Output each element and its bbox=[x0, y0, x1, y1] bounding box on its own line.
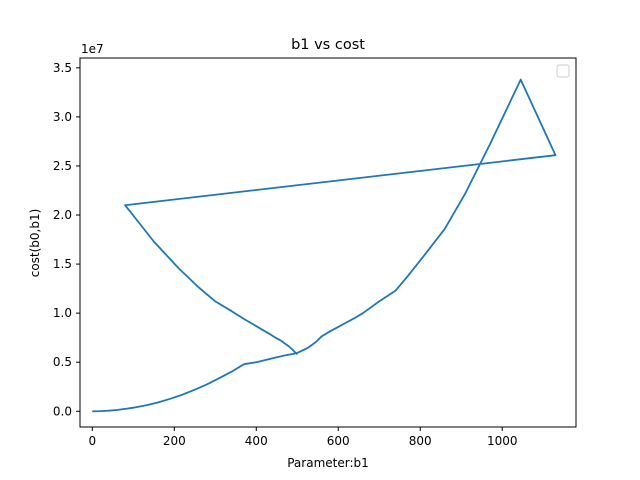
plot-area: 0 200 400 600 800 1000 0.0 0.5 1.0 1.5 2.0 2.5 3.0 3.… bbox=[53, 57, 577, 448]
y-tick-label: 2.0 bbox=[53, 208, 72, 222]
x-tick-label: 800 bbox=[409, 434, 432, 448]
legend-box bbox=[556, 64, 570, 78]
axes-frame bbox=[79, 57, 577, 428]
y-offset-label: 1e7 bbox=[81, 42, 104, 56]
y-tick-label: 3.0 bbox=[53, 110, 72, 124]
series-line bbox=[92, 78, 557, 413]
x-tick-label: 1000 bbox=[487, 434, 518, 448]
x-tick-label: 200 bbox=[163, 434, 186, 448]
y-tick-label: 2.5 bbox=[53, 159, 72, 173]
y-tick-label: 0.5 bbox=[53, 355, 72, 369]
legend bbox=[556, 64, 570, 78]
x-tick-label: 400 bbox=[245, 434, 268, 448]
y-tick-label: 0.0 bbox=[53, 404, 72, 418]
x-tick-label: 0 bbox=[88, 434, 96, 448]
y-tick-label: 3.5 bbox=[53, 61, 72, 75]
x-axis-label: Parameter:b1 bbox=[287, 456, 369, 470]
x-tick-label: 600 bbox=[327, 434, 350, 448]
chart-title: b1 vs cost bbox=[291, 37, 365, 53]
y-axis-label: cost(b0,b1) bbox=[28, 209, 42, 278]
y-tick-label: 1.5 bbox=[53, 257, 72, 271]
y-tick-label: 1.0 bbox=[53, 306, 72, 320]
